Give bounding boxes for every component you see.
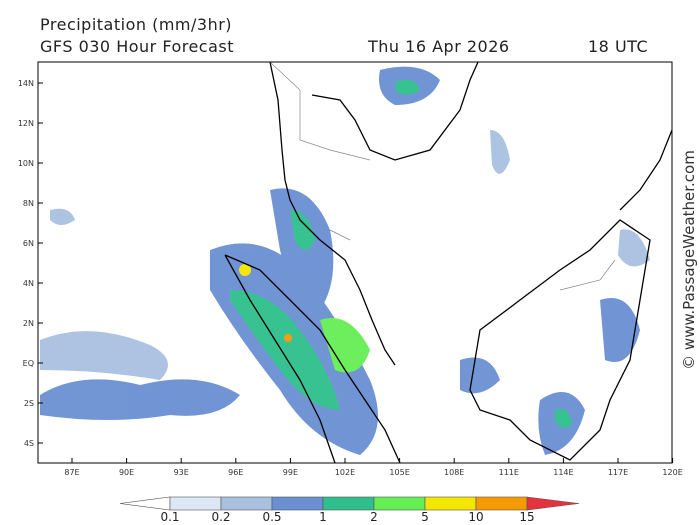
lon-label: 90E — [119, 468, 134, 477]
colorbar-label: 0.5 — [262, 510, 281, 524]
map-border — [37, 61, 673, 464]
lon-label: 99E — [283, 468, 298, 477]
lat-label: 4S — [24, 439, 34, 448]
lat-label: 8N — [23, 199, 34, 208]
lat-label: 4N — [23, 279, 34, 288]
lon-label: 117E — [608, 468, 628, 477]
colorbar-segment — [373, 496, 426, 511]
colorbar-segment — [169, 496, 222, 511]
lon-label: 93E — [174, 468, 189, 477]
colorbar-label: 5 — [421, 510, 429, 524]
colorbar-label: 0.1 — [160, 510, 179, 524]
colorbar-segment — [424, 496, 477, 511]
colorbar-label: 10 — [468, 510, 483, 524]
model-label: GFS 030 Hour Forecast — [40, 37, 234, 56]
colorbar-segment — [220, 496, 273, 511]
lat-label: 14N — [18, 79, 34, 88]
colorbar-segment — [475, 496, 528, 511]
colorbar-label: 1 — [319, 510, 327, 524]
lon-label: 120E — [662, 468, 682, 477]
colorbar-segment — [271, 496, 324, 511]
colorbar-label: 2 — [370, 510, 378, 524]
lat-label: 10N — [18, 159, 34, 168]
lon-label: 96E — [228, 468, 243, 477]
lat-label: 2S — [24, 399, 34, 408]
lon-label: 102E — [335, 468, 355, 477]
map-frame — [37, 61, 673, 464]
title: Precipitation (mm/3hr) — [40, 15, 232, 34]
lon-label: 108E — [444, 468, 464, 477]
colorbar-high — [526, 496, 580, 511]
colorbar-label: 15 — [519, 510, 534, 524]
lon-label: 105E — [389, 468, 409, 477]
colorbar-segment — [322, 496, 375, 511]
coastlines — [224, 61, 673, 464]
colorbar-low — [119, 496, 171, 511]
watermark: © www.PassageWeather.com — [680, 150, 698, 370]
date-label: Thu 16 Apr 2026 — [367, 37, 510, 56]
borders — [269, 61, 616, 291]
precipitation — [40, 66, 650, 455]
lat-label: 2N — [23, 319, 34, 328]
time-label: 18 UTC — [588, 37, 648, 56]
lon-label: 87E — [64, 468, 79, 477]
lon-label: 114E — [553, 468, 573, 477]
lat-label: 6N — [23, 239, 34, 248]
lat-label: EQ — [23, 359, 34, 368]
lon-label: 111E — [499, 468, 519, 477]
colorbar-label: 0.2 — [211, 510, 230, 524]
lat-label: 12N — [18, 119, 34, 128]
